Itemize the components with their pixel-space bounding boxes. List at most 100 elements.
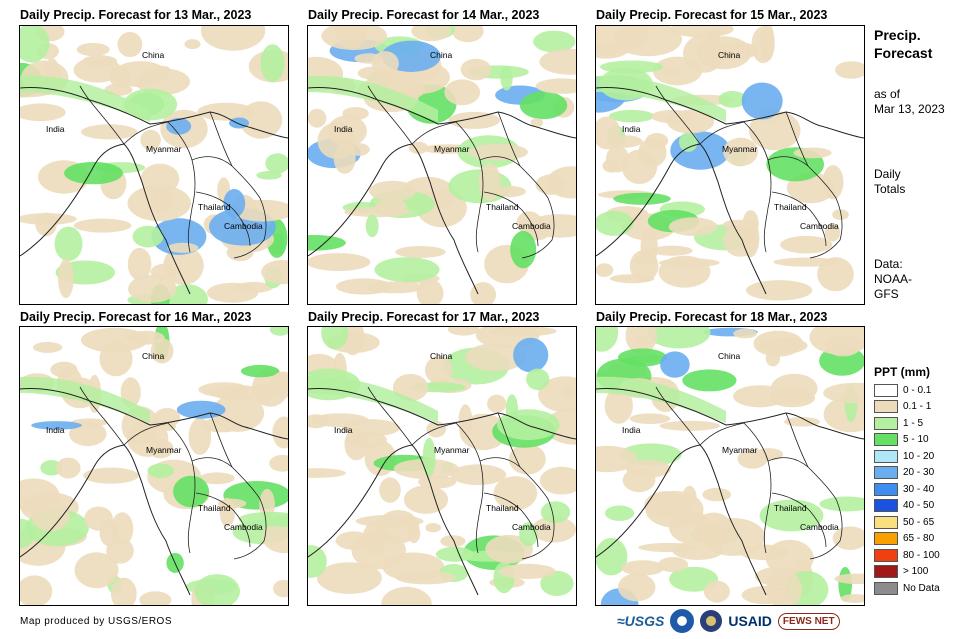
country-border	[308, 388, 576, 440]
legend-label: 65 - 80	[903, 533, 935, 544]
coastline	[596, 143, 767, 295]
country-border	[479, 457, 555, 560]
precip-area	[69, 421, 107, 447]
country-border	[767, 457, 843, 560]
precip-area	[58, 258, 74, 299]
precip-area	[596, 537, 628, 576]
precip-area	[199, 472, 235, 485]
precip-area	[365, 214, 379, 238]
precip-area	[217, 498, 247, 509]
precip-area	[487, 394, 507, 413]
precip-area	[270, 371, 288, 398]
country-border	[497, 111, 521, 167]
legend-swatch	[874, 400, 898, 413]
precip-area	[440, 535, 466, 548]
precip-area	[617, 573, 656, 602]
precip-area	[240, 364, 280, 378]
precip-area	[596, 376, 726, 423]
precip-area	[703, 580, 730, 603]
precip-area	[526, 368, 550, 391]
precip-area	[621, 149, 658, 184]
precip-area	[31, 500, 70, 532]
precip-area	[56, 457, 81, 479]
forecast-map-1: China India Myanmar Thailand Cambodia	[19, 25, 289, 305]
precip-area	[308, 235, 346, 251]
precip-area	[832, 209, 849, 221]
precip-area	[526, 214, 576, 238]
precip-area	[272, 416, 288, 449]
map-label-india: India	[46, 124, 65, 134]
map-label-myanmar: Myanmar	[434, 144, 470, 154]
precip-area	[824, 223, 841, 242]
precip-map-svg: China India Myanmar Thailand Cambodia	[20, 327, 288, 605]
map-label-thailand: Thailand	[774, 202, 807, 212]
map-label-myanmar: Myanmar	[722, 445, 758, 455]
precip-area	[184, 39, 201, 50]
precip-area	[742, 210, 759, 238]
precip-area	[150, 338, 174, 364]
precip-area	[74, 552, 119, 589]
data-source-line3: GFS	[874, 287, 899, 301]
precip-area	[117, 31, 143, 58]
as-of-date: as of Mar 13, 2023	[874, 87, 945, 117]
precip-area	[20, 575, 53, 605]
precip-area	[395, 571, 457, 585]
legend-swatch	[874, 482, 898, 496]
precip-area	[344, 206, 411, 218]
precip-area	[132, 225, 164, 248]
precip-area	[206, 282, 259, 303]
legend-swatch	[874, 466, 898, 479]
map-label-myanmar: Myanmar	[146, 445, 182, 455]
legend-label: 40 - 50	[903, 500, 935, 511]
precip-area	[308, 253, 371, 272]
map-label-cambodia: Cambodia	[800, 522, 839, 532]
precip-area	[823, 382, 864, 404]
precip-area	[754, 448, 784, 461]
map-label-china: China	[718, 50, 740, 60]
precip-area	[20, 103, 66, 122]
country-border	[308, 87, 576, 139]
legend-label: > 100	[903, 566, 929, 577]
daily-line1: Daily	[874, 167, 901, 181]
country-border	[771, 191, 827, 247]
legend-label: No Data	[903, 582, 940, 594]
precip-area	[478, 163, 501, 201]
country-border	[785, 111, 809, 167]
precip-area	[269, 454, 288, 472]
precip-area	[173, 475, 210, 508]
legend-swatch	[874, 449, 898, 463]
country-border	[655, 386, 701, 446]
map-label-myanmar: Myanmar	[722, 144, 758, 154]
precip-area	[659, 420, 720, 431]
country-border	[191, 156, 267, 259]
precip-area	[458, 404, 473, 439]
precip-area	[194, 574, 240, 605]
sidebar-title-line1: Precip.	[874, 27, 921, 43]
panel-title-4: Daily Precip. Forecast for 16 Mar., 2023	[20, 310, 252, 324]
precip-area	[80, 327, 148, 353]
precip-area	[596, 445, 638, 473]
map-label-india: India	[46, 425, 65, 435]
precip-area	[510, 230, 537, 269]
precip-area	[490, 327, 557, 337]
precip-area	[367, 281, 424, 294]
precip-area	[139, 591, 172, 605]
precip-area	[31, 421, 82, 430]
precip-area	[84, 506, 113, 531]
precip-area	[223, 189, 246, 218]
precip-area	[596, 263, 614, 277]
map-label-thailand: Thailand	[198, 503, 231, 513]
legend-label: 80 - 100	[903, 549, 940, 561]
map-label-india: India	[334, 425, 353, 435]
country-border	[367, 386, 413, 446]
legend-label: 0 - 0.1	[903, 384, 932, 396]
precip-area	[733, 328, 757, 339]
precip-area	[32, 341, 63, 353]
precip-area	[530, 118, 544, 128]
precip-area	[448, 111, 500, 129]
precip-area	[493, 185, 526, 198]
precip-area	[140, 129, 161, 151]
precip-area	[758, 337, 808, 354]
precip-area	[327, 115, 367, 147]
legend-item: 0.1 - 1	[874, 400, 931, 414]
